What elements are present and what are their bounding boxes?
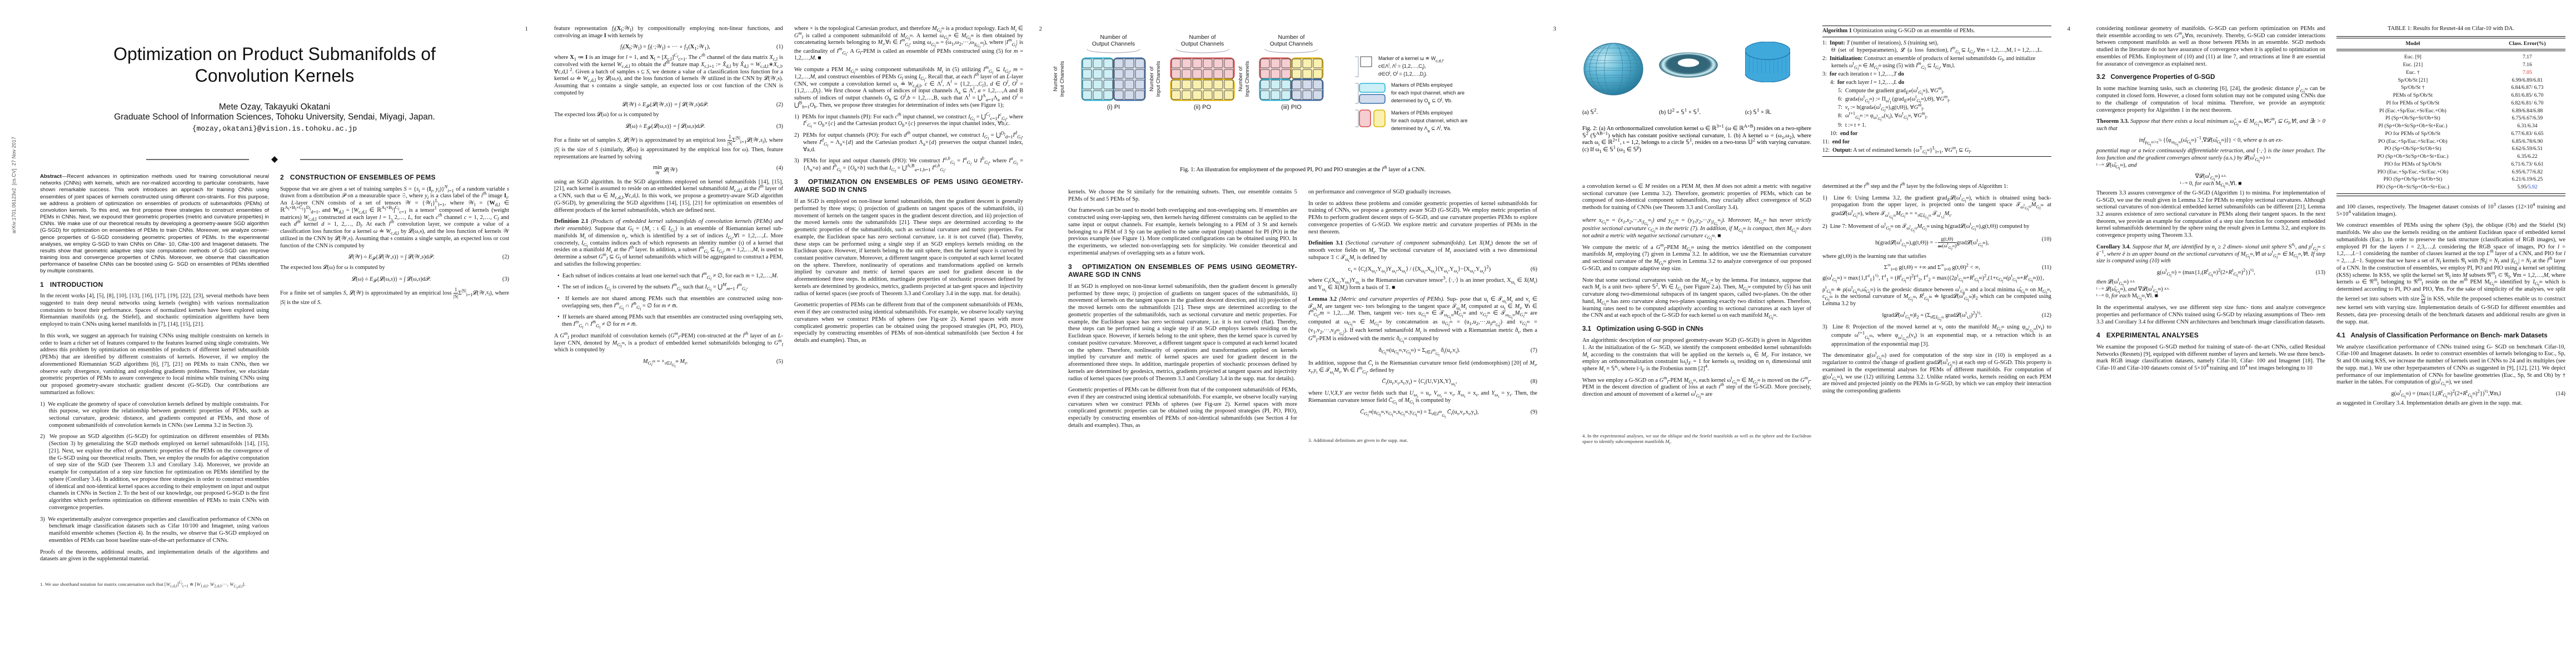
svg-text:Output Channels: Output Channels [1092, 41, 1135, 47]
svg-text:Number of: Number of [1238, 66, 1244, 91]
svg-text:for each output channel, which: for each output channel, which are [1391, 118, 1468, 123]
svg-text:Output Channels: Output Channels [1270, 41, 1313, 47]
svg-text:determined by Λa ⊆ Λl, ∀a.: determined by Λa ⊆ Λl, ∀a. [1391, 126, 1451, 133]
svg-text:Number of: Number of [1189, 34, 1215, 41]
svg-text:Output Channels: Output Channels [1181, 41, 1224, 47]
svg-text:Number of: Number of [1278, 34, 1304, 41]
svg-text:Input Channels: Input Channels [1155, 61, 1162, 97]
svg-text:Input Channels: Input Channels [1059, 61, 1065, 97]
svg-text:Marker of a kernel ω⃖ ≐ Wc,d,l: Marker of a kernel ω⃖ ≐ Wc,d,l, [1378, 56, 1444, 63]
svg-text:for each input channel, which: for each input channel, which are [1391, 90, 1464, 96]
svg-text:(ii) PO: (ii) PO [1194, 104, 1212, 111]
svg-text:determined by Ob ⊆ Ol, ∀b.: determined by Ob ⊆ Ol, ∀b. [1391, 98, 1452, 106]
svg-text:c∈Λl, Λl = {1,2,…,Cl},: c∈Λl, Λl = {1,2,…,Cl}, [1378, 63, 1426, 71]
svg-text:Number of: Number of [1053, 66, 1059, 91]
svg-text:Input Channels: Input Channels [1244, 61, 1250, 97]
svg-text:(i) PI: (i) PI [1107, 104, 1120, 111]
svg-text:Number of: Number of [1149, 66, 1155, 91]
svg-text:d∈Ol, Ol = {1,2,…,Dl}.: d∈Ol, Ol = {1,2,…,Dl}. [1378, 71, 1427, 79]
svg-text:(iii) PIO: (iii) PIO [1281, 104, 1302, 111]
svg-text:Number of: Number of [1100, 34, 1127, 41]
svg-text:Markers of PEMs employed: Markers of PEMs employed [1391, 110, 1453, 116]
svg-text:Markers of PEMs employed: Markers of PEMs employed [1391, 82, 1453, 88]
